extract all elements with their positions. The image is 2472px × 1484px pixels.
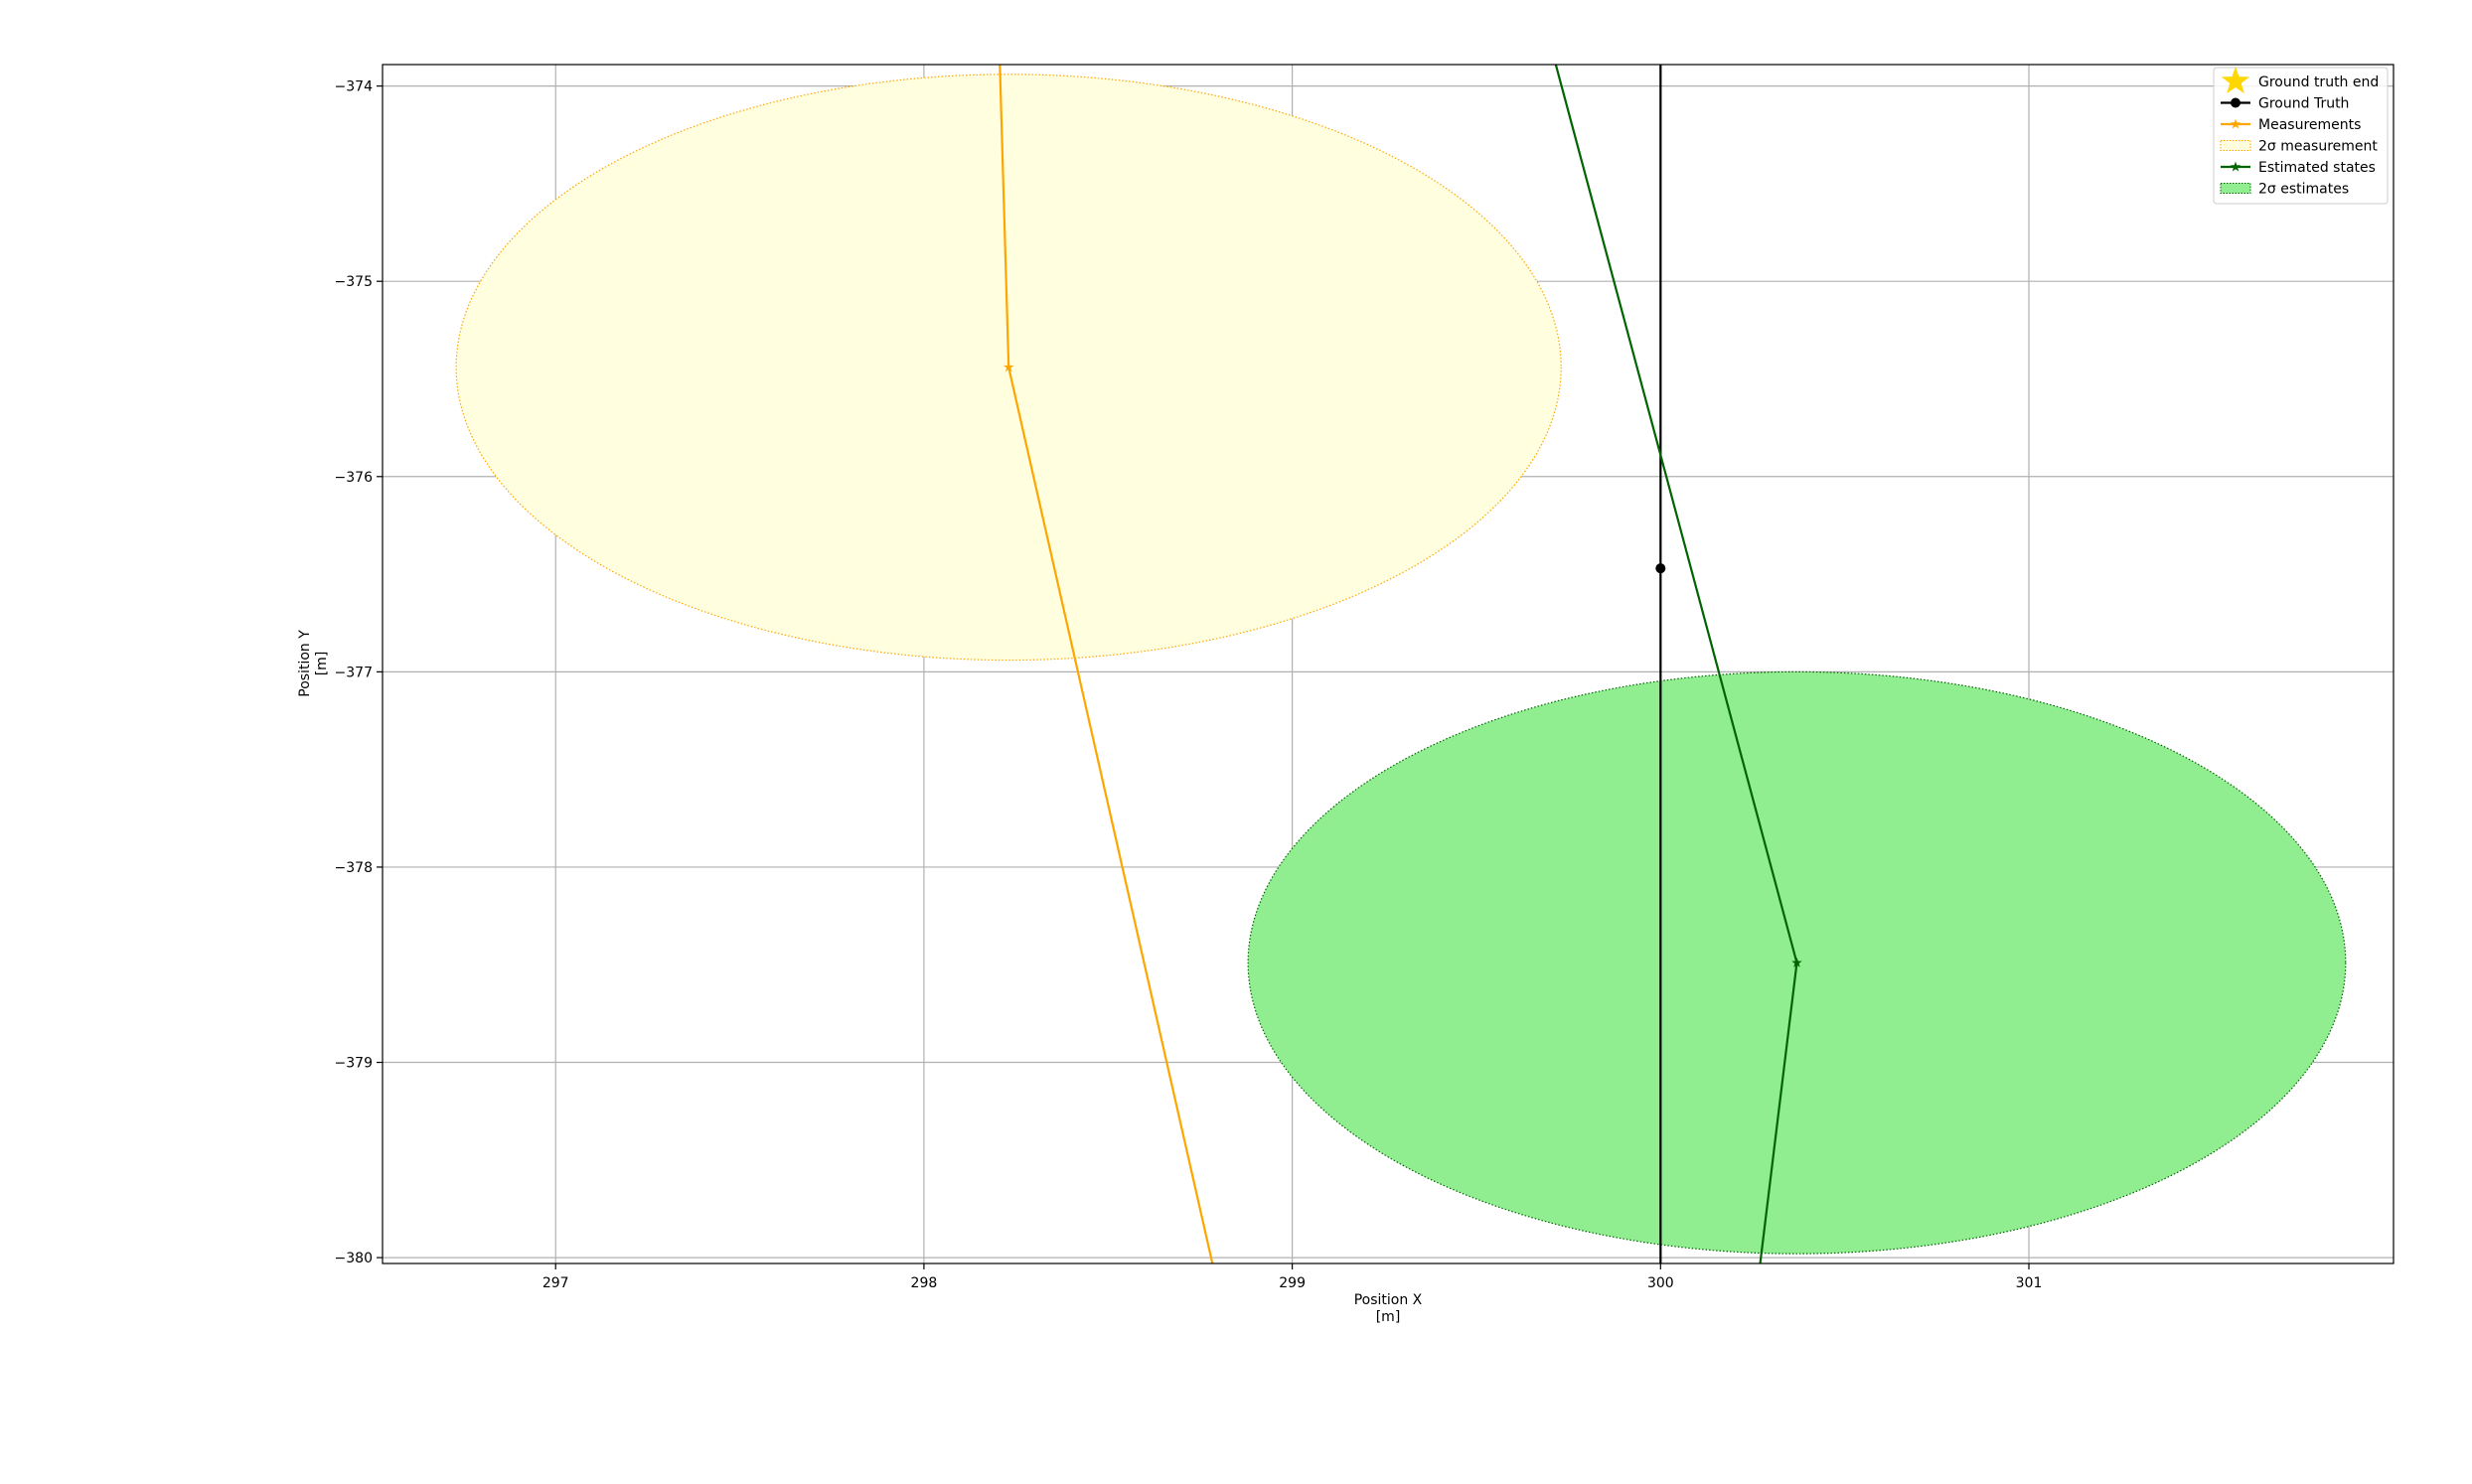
x-axis-label: Position X bbox=[1354, 1292, 1423, 1308]
y-axis-label: Position Y bbox=[297, 630, 313, 697]
legend-patch-handle bbox=[2220, 183, 2251, 194]
legend-marker bbox=[2230, 161, 2241, 172]
legend-marker bbox=[2230, 118, 2241, 129]
legend-label: Measurements bbox=[2258, 117, 2361, 133]
y-tick-label: −379 bbox=[335, 1056, 373, 1072]
y-tick-label: −376 bbox=[335, 470, 374, 486]
y-axis-unit: [m] bbox=[314, 652, 330, 676]
legend-label: Ground Truth bbox=[2258, 96, 2349, 112]
data-point bbox=[1003, 362, 1014, 372]
x-tick-label: 301 bbox=[2016, 1275, 2043, 1291]
y-tick-label: −375 bbox=[335, 274, 373, 290]
data-point bbox=[1791, 957, 1802, 967]
legend-label: 2σ measurement bbox=[2258, 139, 2378, 155]
y-tick-label: −377 bbox=[335, 665, 373, 680]
series-lines bbox=[999, 65, 1802, 1263]
x-tick-label: 300 bbox=[1647, 1275, 1674, 1291]
legend-label: Estimated states bbox=[2258, 160, 2376, 176]
data-point bbox=[1655, 563, 1666, 574]
legend-box bbox=[2213, 67, 2389, 205]
legend-patch-handle bbox=[2220, 140, 2251, 151]
axis-labels: Position X [m] Position Y [m] bbox=[297, 630, 1423, 1325]
legend-label: Ground truth end bbox=[2258, 74, 2379, 90]
x-tick-label: 298 bbox=[911, 1275, 938, 1291]
y-tick-label: −380 bbox=[335, 1251, 373, 1266]
y-tick-label: −374 bbox=[335, 79, 374, 95]
legend: Ground truth end Ground Truth Measurements… bbox=[2213, 67, 2389, 205]
legend-star-handle bbox=[2221, 67, 2250, 94]
plot-frame bbox=[382, 64, 2395, 1264]
x-tick-label: 299 bbox=[1279, 1275, 1306, 1291]
y-tick-label: −378 bbox=[335, 860, 373, 876]
x-axis-unit: [m] bbox=[1376, 1309, 1401, 1325]
axis-ticks: 297 298 299 300 301 −374 −375 −376 −377 −378 −379 −… bbox=[335, 79, 2043, 1291]
x-tick-label: 297 bbox=[542, 1275, 569, 1291]
legend-label: 2σ estimates bbox=[2258, 182, 2349, 198]
legend-marker bbox=[2231, 97, 2240, 108]
